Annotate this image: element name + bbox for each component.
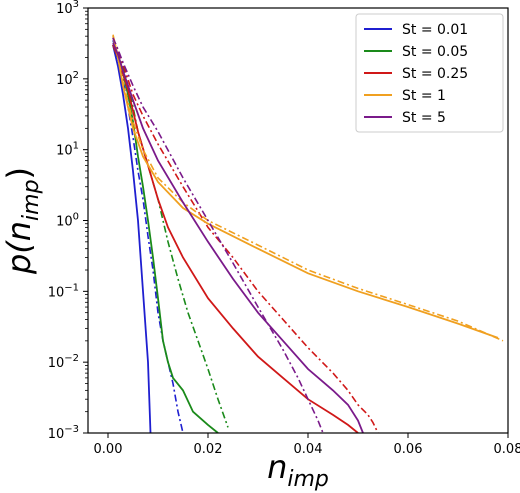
legend-item: St = 0.05	[364, 44, 468, 60]
y-axis-title: p(nimp)	[0, 167, 44, 275]
series-3-dashdot-line	[112, 34, 504, 342]
legend-item: St = 1	[364, 88, 446, 104]
legend-label: St = 0.25	[402, 66, 468, 82]
series-1-solid-line	[112, 44, 219, 433]
x-tick-label: 0.08	[494, 442, 520, 457]
x-tick-label: 0.04	[294, 442, 323, 457]
y-tick-label: 10−1	[48, 282, 79, 300]
series-2-dashdot-line	[112, 37, 379, 433]
y-tick-label: 101	[56, 141, 79, 159]
y-tick-label: 103	[56, 0, 79, 17]
legend-label: St = 0.05	[402, 44, 468, 60]
y-tick-label: 102	[56, 70, 79, 88]
x-axis-title: nimp	[267, 448, 329, 492]
y-tick-label: 10−3	[48, 424, 79, 442]
x-axis-title-main: n	[267, 448, 287, 486]
x-axis-title-sub: imp	[287, 467, 329, 492]
legend: St = 0.01 St = 0.05 St = 0.25 St = 1 St = 5	[355, 13, 504, 133]
y-tick-label: 10−2	[48, 353, 79, 371]
series-3-solid-line	[112, 35, 499, 339]
legend-item: St = 5	[364, 110, 446, 126]
series-4-solid-line	[112, 42, 364, 433]
series-4-dashdot-line	[112, 37, 324, 433]
series-0-dashdot-line	[112, 40, 184, 433]
y-axis-title-close: )	[0, 167, 38, 179]
y-tick-label: 100	[56, 212, 79, 230]
legend-label: St = 5	[402, 110, 446, 126]
legend-label: St = 1	[402, 88, 446, 104]
legend-label: St = 0.01	[402, 22, 468, 38]
series-2-solid-line	[112, 44, 359, 433]
ticks-layer: 0.00 0.02 0.04 0.06 0.08 10−3 10−2 10−1 100 101 10…	[48, 0, 520, 457]
y-axis-title-sub: imp	[19, 179, 44, 221]
series-0-solid-line	[112, 44, 152, 433]
x-tick-label: 0.00	[94, 442, 123, 457]
series-layer	[112, 34, 504, 433]
y-axis-title-main: p(n	[0, 221, 38, 275]
legend-box	[355, 13, 504, 133]
x-tick-label: 0.02	[194, 442, 223, 457]
x-tick-label: 0.06	[394, 442, 423, 457]
legend-item: St = 0.25	[364, 66, 468, 82]
legend-item: St = 0.01	[364, 22, 468, 38]
